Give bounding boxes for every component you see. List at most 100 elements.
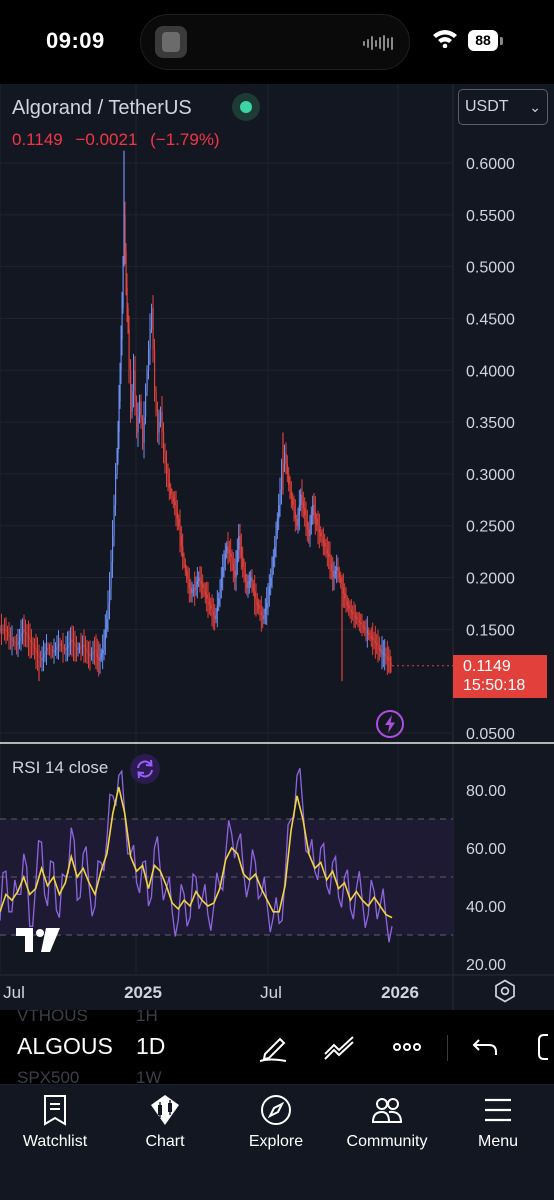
nav-community[interactable]: Community	[332, 1085, 442, 1155]
candle	[279, 489, 281, 505]
candle	[250, 577, 252, 581]
price-axis-tick: 0.2000	[466, 571, 515, 588]
candle	[297, 515, 299, 526]
bottom-navigation: Watchlist Chart Explore Community Me	[0, 1084, 554, 1200]
candle	[232, 563, 235, 571]
candle	[236, 549, 239, 564]
rsi-axis-tick: 60.00	[466, 841, 506, 858]
candle	[113, 505, 115, 537]
candle	[106, 619, 108, 630]
candle	[79, 647, 81, 649]
interval-current[interactable]: 1D	[136, 1033, 166, 1059]
candle	[164, 453, 166, 464]
candle	[208, 601, 211, 606]
chart-area[interactable]: 0.6000 0.5500 0.5000 0.4500 0.4000 0.3500 0.30…	[0, 84, 554, 1010]
candle	[293, 505, 295, 512]
symbol-current[interactable]: ALGOUS	[17, 1033, 113, 1059]
chart-canvas[interactable]: 0.6000 0.5500 0.5000 0.4500 0.4000 0.3500 0.30…	[0, 84, 554, 1010]
candle	[365, 629, 367, 632]
candle	[238, 536, 240, 550]
community-icon	[371, 1098, 403, 1123]
status-bar: 09:09 88	[0, 0, 554, 84]
candle	[22, 629, 24, 634]
more-options-icon[interactable]	[390, 1030, 424, 1064]
candle	[14, 642, 16, 644]
candle	[333, 574, 335, 578]
candle	[320, 532, 322, 537]
refresh-icon[interactable]	[130, 754, 160, 784]
candle	[231, 556, 233, 564]
symbol-prev[interactable]: VTHOUS	[17, 1010, 88, 1025]
dynamic-island[interactable]	[140, 14, 410, 70]
candle	[353, 613, 355, 616]
candle	[26, 634, 28, 638]
undo-icon[interactable]	[469, 1030, 503, 1064]
last-price-tag: 0.1149 15:50:18	[453, 655, 547, 698]
nav-chart[interactable]: Chart	[110, 1085, 220, 1155]
candle	[306, 522, 309, 530]
candle	[73, 642, 75, 645]
candle	[388, 658, 390, 661]
symbol-next[interactable]: SPX500	[17, 1068, 80, 1084]
candle	[206, 594, 208, 599]
candle	[89, 654, 91, 657]
lightning-icon[interactable]	[375, 709, 405, 739]
candle	[184, 563, 187, 571]
price-axis-tick: 0.5500	[466, 208, 515, 225]
candle	[326, 549, 329, 554]
candle	[61, 645, 63, 647]
candle	[118, 401, 120, 433]
candle	[41, 657, 43, 661]
candle	[338, 572, 341, 578]
candle	[137, 416, 139, 433]
candle	[317, 525, 319, 530]
symbol-title[interactable]: Algorand / TetherUS	[12, 97, 192, 119]
candle	[369, 634, 371, 637]
candle	[77, 648, 79, 651]
wifi-icon	[433, 30, 457, 48]
candle	[175, 505, 177, 512]
nav-watchlist[interactable]: Watchlist	[0, 1085, 110, 1155]
candle	[294, 511, 297, 519]
candle	[211, 608, 213, 613]
nav-explore[interactable]: Explore	[221, 1085, 331, 1155]
candle	[103, 639, 105, 651]
candle	[361, 624, 363, 626]
candle	[378, 647, 381, 650]
tradingview-logo-icon	[16, 928, 60, 952]
candle	[44, 651, 46, 655]
candle	[7, 631, 9, 635]
currency-value: USDT	[465, 98, 509, 115]
candle	[127, 308, 129, 329]
interval-next[interactable]: 1W	[136, 1068, 162, 1084]
candle	[2, 629, 4, 631]
candle	[179, 525, 181, 537]
candle	[139, 401, 141, 417]
currency-select[interactable]: USDT ⌄	[458, 89, 548, 125]
nav-menu[interactable]: Menu	[443, 1085, 553, 1155]
candle	[368, 632, 370, 635]
candle	[390, 663, 392, 666]
candle	[305, 515, 307, 523]
candle	[107, 603, 109, 619]
candle	[348, 605, 350, 609]
candle	[247, 584, 249, 588]
interval-prev[interactable]: 1H	[136, 1010, 158, 1025]
chart-settings-icon[interactable]	[493, 979, 517, 1003]
candle	[216, 605, 219, 613]
candle	[152, 308, 154, 350]
time-axis-tick: 2026	[381, 983, 419, 1002]
candle	[8, 634, 10, 638]
market-status-indicator[interactable]	[232, 93, 260, 121]
trend-line-icon[interactable]	[322, 1030, 356, 1064]
indicator-label[interactable]: RSI 14 close	[12, 758, 109, 777]
fullscreen-icon[interactable]	[530, 1030, 554, 1064]
candle	[58, 643, 60, 646]
drawing-pen-icon[interactable]	[256, 1030, 290, 1064]
candle	[136, 401, 138, 433]
candle	[219, 587, 221, 599]
candle	[358, 620, 361, 623]
candle	[230, 553, 232, 557]
candle	[360, 622, 362, 625]
candle	[91, 653, 93, 655]
